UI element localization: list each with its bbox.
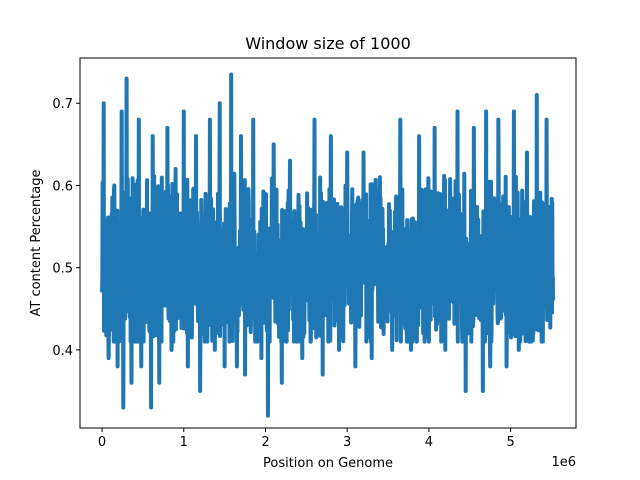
x-axis: 0 1 2 3 4 5 [98,428,515,450]
x-tick-label: 1 [180,435,188,450]
chart-title: Window size of 1000 [245,34,411,53]
x-tick-label: 5 [506,435,514,450]
series-layer [100,72,556,418]
x-axis-label: Position on Genome [263,456,393,471]
x-axis-offset-label: 1e6 [551,455,576,470]
x-tick-label: 2 [261,435,269,450]
y-axis-label: AT content Percentage [29,170,44,317]
y-tick-label: 0.7 [52,97,73,112]
series-line [100,72,556,418]
y-tick-label: 0.5 [52,262,73,277]
x-tick-label: 3 [343,435,351,450]
plot-frame [79,57,577,429]
x-tick-label: 0 [98,435,106,450]
y-axis: 0.4 0.5 0.6 0.7 [52,97,80,359]
x-tick-label: 4 [425,435,433,450]
y-tick-label: 0.6 [52,179,73,194]
y-tick-label: 0.4 [52,344,73,359]
